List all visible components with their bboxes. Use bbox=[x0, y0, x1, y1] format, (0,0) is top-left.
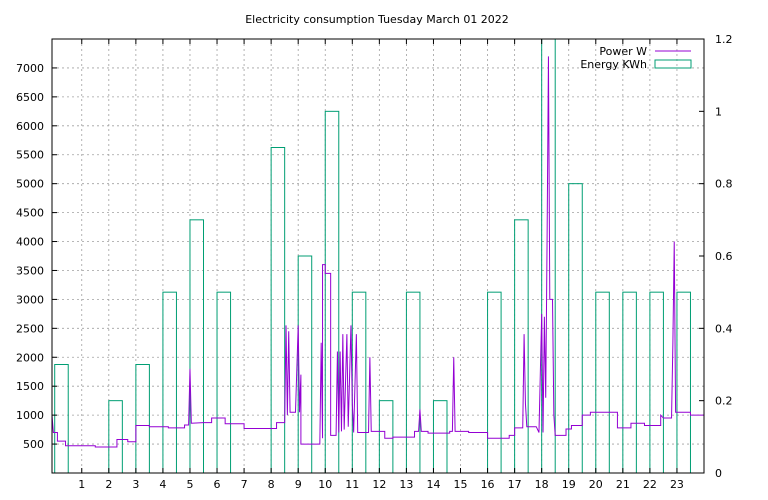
y2-tick-label: 0.2 bbox=[715, 395, 733, 408]
y2-tick-label: 0.6 bbox=[715, 250, 733, 263]
y2-tick-label: 1 bbox=[715, 105, 722, 118]
axis-ticks: 1 2 3 4 5 6 7 8 9 10 11 12 13 14 15 16 17 18 19 20 21 22 23500… bbox=[16, 33, 733, 491]
legend-label-power: Power W bbox=[599, 45, 647, 58]
y-tick-label: 1500 bbox=[16, 380, 44, 393]
y-tick-label: 4500 bbox=[16, 207, 44, 220]
y-tick-label: 3500 bbox=[16, 264, 44, 277]
x-tick-label: 14 bbox=[426, 478, 440, 491]
x-tick-label: 2 bbox=[105, 478, 112, 491]
legend: Power W Energy KWh bbox=[580, 45, 692, 71]
y-tick-label: 3000 bbox=[16, 293, 44, 306]
x-tick-label: 13 bbox=[399, 478, 413, 491]
x-tick-label: 23 bbox=[670, 478, 684, 491]
y2-tick-label: 0 bbox=[715, 467, 722, 480]
y-tick-label: 5000 bbox=[16, 178, 44, 191]
y-tick-label: 2500 bbox=[16, 322, 44, 335]
y2-tick-label: 0.4 bbox=[715, 322, 733, 335]
x-tick-label: 17 bbox=[508, 478, 522, 491]
x-tick-label: 10 bbox=[318, 478, 332, 491]
chart-title: Electricity consumption Tuesday March 01… bbox=[245, 13, 509, 26]
x-tick-label: 15 bbox=[454, 478, 468, 491]
x-tick-label: 6 bbox=[214, 478, 221, 491]
x-tick-label: 12 bbox=[372, 478, 386, 491]
y-tick-label: 2000 bbox=[16, 351, 44, 364]
y2-tick-label: 0.8 bbox=[715, 178, 733, 191]
y2-tick-label: 1.2 bbox=[715, 33, 733, 46]
y-tick-label: 1000 bbox=[16, 409, 44, 422]
power-line bbox=[51, 56, 705, 448]
x-tick-label: 7 bbox=[241, 478, 248, 491]
legend-swatch-energy bbox=[654, 59, 692, 69]
y-tick-label: 500 bbox=[23, 438, 44, 451]
x-tick-label: 16 bbox=[481, 478, 495, 491]
x-tick-label: 9 bbox=[295, 478, 302, 491]
x-tick-label: 5 bbox=[186, 478, 193, 491]
x-tick-label: 18 bbox=[535, 478, 549, 491]
x-tick-label: 19 bbox=[562, 478, 576, 491]
x-tick-label: 3 bbox=[132, 478, 139, 491]
x-tick-label: 11 bbox=[345, 478, 359, 491]
x-tick-label: 4 bbox=[159, 478, 166, 491]
y-tick-label: 6500 bbox=[16, 91, 44, 104]
y-tick-label: 5500 bbox=[16, 149, 44, 162]
x-tick-label: 21 bbox=[616, 478, 630, 491]
x-tick-label: 20 bbox=[589, 478, 603, 491]
x-tick-label: 1 bbox=[78, 478, 85, 491]
x-tick-label: 8 bbox=[268, 478, 275, 491]
x-tick-label: 22 bbox=[643, 478, 657, 491]
legend-label-energy: Energy KWh bbox=[580, 58, 647, 71]
y-tick-label: 6000 bbox=[16, 120, 44, 133]
y-tick-label: 4000 bbox=[16, 236, 44, 249]
y-tick-label: 7000 bbox=[16, 62, 44, 75]
